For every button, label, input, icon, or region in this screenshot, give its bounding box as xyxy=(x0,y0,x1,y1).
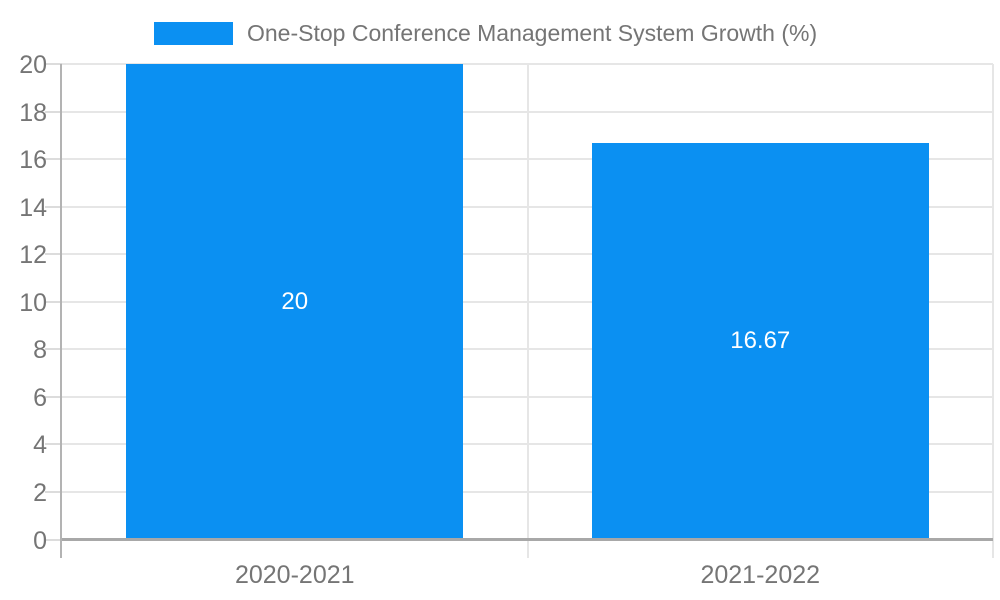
legend-series-label: One-Stop Conference Management System Gr… xyxy=(247,19,818,46)
y-axis-tick-label: 20 xyxy=(19,51,47,79)
y-axis-tick xyxy=(45,205,62,208)
gridline-vertical xyxy=(526,64,529,558)
y-axis-tick xyxy=(45,110,62,113)
y-axis-tick xyxy=(45,538,62,541)
x-axis-tick-label: 2020-2021 xyxy=(234,561,355,589)
x-axis-tick-label: 2021-2022 xyxy=(700,561,821,589)
y-axis-tick-label: 16 xyxy=(19,146,47,175)
bar-2020-2021[interactable] xyxy=(126,64,464,540)
y-axis-tick xyxy=(45,443,62,446)
y-axis-tick-label: 12 xyxy=(19,241,47,270)
y-axis-tick xyxy=(45,63,62,65)
y-axis-tick-label: 0 xyxy=(33,526,47,555)
chart-legend[interactable]: One-Stop Conference Management System Gr… xyxy=(154,19,818,46)
y-axis-tick xyxy=(45,158,62,161)
y-axis-line xyxy=(60,64,62,558)
y-axis-tick xyxy=(45,300,62,303)
y-axis-tick-label: 2 xyxy=(33,478,47,507)
legend-color-swatch xyxy=(154,21,233,45)
y-axis-tick-label: 8 xyxy=(33,336,47,365)
y-axis-tick-label: 14 xyxy=(19,193,47,222)
bar-value-label: 16.67 xyxy=(730,327,791,355)
bar-value-label: 20 xyxy=(281,287,309,315)
y-axis-tick-label: 6 xyxy=(33,383,47,412)
y-axis-tick xyxy=(45,490,62,493)
gridline-vertical xyxy=(992,64,994,558)
y-axis-tick xyxy=(45,348,62,351)
y-axis-tick-label: 18 xyxy=(19,98,47,127)
y-axis-tick xyxy=(45,253,62,256)
y-axis-tick-label: 10 xyxy=(19,288,47,317)
y-axis-tick-label: 4 xyxy=(33,431,47,460)
x-axis-line xyxy=(62,538,993,541)
bar-2021-2022[interactable] xyxy=(591,143,929,540)
y-axis-tick xyxy=(45,395,62,398)
